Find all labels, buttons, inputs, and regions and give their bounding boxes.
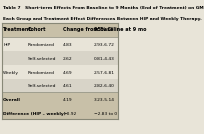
Text: Weekly: Weekly	[3, 71, 19, 75]
Text: 4.19: 4.19	[63, 98, 73, 102]
Text: 2.57-6.81: 2.57-6.81	[94, 71, 115, 75]
FancyBboxPatch shape	[2, 51, 118, 65]
Text: Cohort: Cohort	[28, 27, 46, 32]
Text: 2.82-6.40: 2.82-6.40	[94, 84, 114, 88]
Text: Self-selected: Self-selected	[28, 57, 56, 61]
Text: Treatment: Treatment	[3, 27, 32, 32]
Text: Change from baseline at 9 mo: Change from baseline at 9 mo	[63, 27, 146, 32]
Text: Self-selected: Self-selected	[28, 84, 56, 88]
Text: Difference (HIP – weekly): Difference (HIP – weekly)	[3, 112, 66, 116]
Text: Randomized: Randomized	[28, 71, 55, 75]
Text: HIP: HIP	[3, 43, 10, 47]
Text: 3.23-5.14: 3.23-5.14	[94, 98, 115, 102]
Text: Randomized: Randomized	[28, 43, 55, 47]
Text: 0.81-4.43: 0.81-4.43	[94, 57, 114, 61]
Text: −2.83 to 0: −2.83 to 0	[94, 112, 117, 116]
FancyBboxPatch shape	[2, 38, 118, 51]
FancyBboxPatch shape	[2, 65, 118, 79]
FancyBboxPatch shape	[2, 93, 118, 106]
Text: 95% CI: 95% CI	[94, 27, 112, 32]
Text: Table 7   Short-term Effects From Baseline to 9 Months (End of Treatment) on GMF: Table 7 Short-term Effects From Baseline…	[3, 5, 204, 9]
Text: 4.69: 4.69	[63, 71, 73, 75]
FancyBboxPatch shape	[2, 23, 118, 38]
FancyBboxPatch shape	[2, 106, 118, 120]
Text: 4.61: 4.61	[63, 84, 73, 88]
Text: Each Group and Treatment Effect Differences Between HIP and Weekly Therapy.: Each Group and Treatment Effect Differen…	[3, 17, 201, 21]
Text: Overall: Overall	[3, 98, 21, 102]
Text: −0.92: −0.92	[63, 112, 76, 116]
Text: 2.93-6.72: 2.93-6.72	[94, 43, 114, 47]
Text: 4.83: 4.83	[63, 43, 73, 47]
FancyBboxPatch shape	[2, 79, 118, 93]
Text: 2.62: 2.62	[63, 57, 73, 61]
